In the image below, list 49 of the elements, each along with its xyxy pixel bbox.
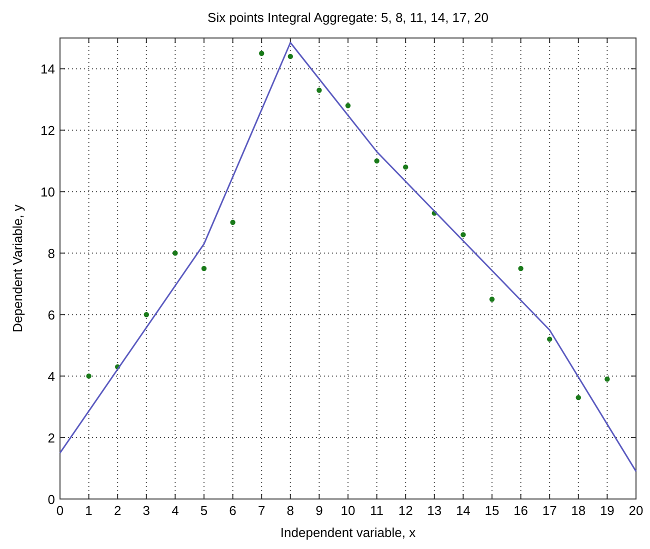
- point: [604, 376, 610, 382]
- x-tick-label: 10: [340, 503, 356, 518]
- y-tick-label: 10: [40, 184, 55, 200]
- x-tick-label: 13: [427, 503, 442, 518]
- point: [172, 250, 178, 256]
- x-tick-label: 12: [398, 503, 413, 518]
- x-tick-label: 17: [542, 503, 557, 518]
- point: [547, 336, 552, 342]
- point: [345, 103, 351, 108]
- point: [518, 266, 524, 272]
- y-tick-label: 6: [48, 308, 55, 323]
- x-tick-label: 15: [484, 503, 500, 518]
- x-tick-label: 14: [456, 503, 470, 518]
- y-tick-label: 12: [40, 123, 55, 138]
- point: [460, 232, 466, 238]
- point: [489, 296, 495, 302]
- x-tick-label: 16: [514, 503, 528, 518]
- point: [403, 164, 408, 170]
- x-tick-label: 11: [370, 503, 384, 518]
- x-tick-label: 19: [600, 503, 614, 518]
- x-tick-label: 20: [628, 503, 644, 518]
- y-axis-title: Dependent Variable, y: [10, 204, 25, 332]
- y-tick-label: 0: [48, 492, 55, 507]
- x-tick-label: 18: [571, 503, 586, 518]
- point: [230, 220, 236, 225]
- x-tick-label: 6: [229, 503, 236, 518]
- y-tick-label: 2: [48, 430, 55, 446]
- line-series: [59, 42, 637, 472]
- y-tick-label: 8: [48, 246, 55, 262]
- point: [374, 158, 380, 164]
- point: [576, 394, 581, 400]
- x-tick-label: 3: [142, 503, 150, 518]
- point: [316, 88, 322, 93]
- point: [201, 266, 207, 272]
- x-axis-title: Independent variable, x: [280, 525, 416, 540]
- x-tick-label: 2: [114, 503, 122, 518]
- x-tick-label: 5: [200, 503, 208, 518]
- chart-title: Six points Integral Aggregate: 5, 8, 11, 14, 17, 20: [208, 10, 488, 25]
- x-tick-label: 7: [258, 503, 266, 518]
- x-tick-label: 4: [172, 503, 179, 518]
- point: [86, 373, 92, 379]
- x-tick-label: 9: [316, 503, 323, 518]
- x-tick-label: 1: [85, 503, 92, 518]
- x-tick-label: 8: [286, 503, 294, 518]
- point: [288, 54, 293, 60]
- y-tick-label: 4: [48, 369, 55, 384]
- point: [259, 50, 264, 56]
- y-tick-label: 14: [40, 62, 55, 77]
- point: [144, 312, 149, 318]
